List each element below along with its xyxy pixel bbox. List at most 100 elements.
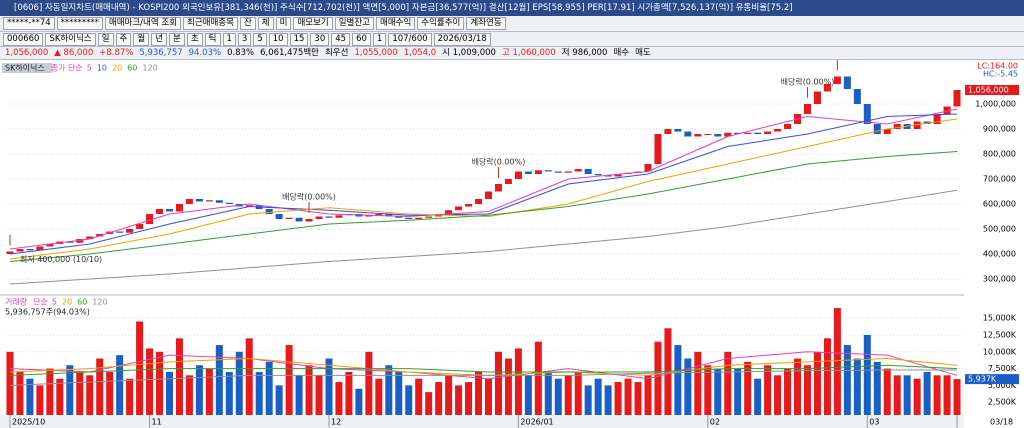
toolbar-item[interactable]: 매모보기 bbox=[293, 17, 333, 30]
candle bbox=[86, 236, 94, 239]
x-tick-label: 11 bbox=[152, 418, 162, 427]
candle bbox=[46, 244, 54, 247]
volume-bar bbox=[604, 385, 612, 415]
volume-bar bbox=[724, 351, 732, 415]
y-tick-label: 2,500K bbox=[988, 398, 1017, 407]
y-tick-label: 500,000 bbox=[983, 225, 1016, 234]
toolbar-item[interactable]: 30 bbox=[310, 32, 330, 46]
toolbar-item[interactable]: SK하이닉스 bbox=[45, 32, 96, 46]
toolbar-item[interactable]: 107/600 bbox=[388, 32, 432, 46]
toolbar-item[interactable]: 0.83% bbox=[227, 47, 255, 58]
toolbar-item[interactable]: 수익률추이 bbox=[417, 17, 465, 30]
toolbar-item[interactable]: 1,055,000 bbox=[354, 47, 398, 58]
volume-bar bbox=[56, 378, 64, 415]
toolbar-item[interactable]: 미 bbox=[275, 17, 292, 30]
candle bbox=[215, 200, 223, 203]
toolbar-item[interactable]: 체 bbox=[257, 17, 274, 30]
volume-bar bbox=[435, 382, 443, 415]
toolbar-item[interactable]: 94.03% bbox=[188, 47, 222, 58]
volume-bar bbox=[305, 365, 313, 415]
toolbar-item[interactable]: 6,061,475백만 bbox=[260, 47, 319, 58]
candle bbox=[823, 84, 831, 92]
volume-bar bbox=[943, 375, 951, 415]
toolbar-item[interactable]: 5,936,757 bbox=[139, 47, 183, 58]
toolbar-item[interactable]: 5 bbox=[253, 32, 267, 46]
volume-bar bbox=[873, 361, 881, 415]
volume-bar bbox=[36, 385, 44, 415]
volume-bar bbox=[714, 368, 722, 415]
legend-box bbox=[2, 63, 52, 73]
candle bbox=[584, 169, 592, 174]
toolbar-item[interactable]: 3 bbox=[237, 32, 252, 46]
candle bbox=[375, 214, 383, 216]
volume-bar bbox=[415, 378, 423, 415]
toolbar-item[interactable]: ▲ 86,000 bbox=[54, 47, 94, 58]
candle bbox=[704, 134, 712, 135]
toolbar-item[interactable]: ********* bbox=[56, 17, 103, 30]
volume-bar bbox=[16, 371, 24, 415]
volume-bar bbox=[76, 371, 84, 415]
toolbar-item[interactable]: +8.87% bbox=[99, 47, 134, 58]
candle bbox=[764, 131, 772, 134]
toolbar-item[interactable]: 최근매매종목 bbox=[183, 17, 238, 30]
toolbar-item[interactable]: 1,056,000 bbox=[5, 47, 49, 58]
volume-bar bbox=[255, 371, 263, 415]
candle bbox=[275, 214, 283, 219]
toolbar-item[interactable]: 매매마크/내역 조회 bbox=[104, 17, 182, 30]
candle bbox=[425, 216, 433, 218]
toolbar-item[interactable]: 15 bbox=[289, 32, 309, 46]
toolbar-item[interactable]: 매수 bbox=[613, 47, 630, 58]
toolbar-item[interactable]: 저 986,000 bbox=[561, 47, 608, 58]
volume-bar bbox=[933, 375, 941, 415]
toolbar-item[interactable]: 2026/03/18 bbox=[433, 32, 491, 46]
candle bbox=[76, 239, 84, 243]
toolbar-item[interactable]: 1 bbox=[372, 32, 387, 46]
toolbar-item[interactable]: 최우선 bbox=[324, 47, 349, 58]
toolbar-item[interactable]: 계좌연동 bbox=[466, 17, 506, 30]
volume-bar bbox=[146, 348, 154, 415]
toolbar-item[interactable]: 고 1,060,000 bbox=[501, 47, 556, 58]
toolbar-item[interactable]: *****-**74 bbox=[3, 17, 55, 30]
ma-line bbox=[9, 108, 958, 250]
candle bbox=[455, 206, 463, 211]
toolbar-item[interactable]: 1,054,0 bbox=[403, 47, 437, 58]
volume-bar bbox=[315, 375, 323, 415]
toolbar-item[interactable]: 주 bbox=[115, 32, 132, 46]
candle bbox=[514, 171, 522, 179]
candle bbox=[26, 249, 34, 251]
volume-bar bbox=[126, 378, 134, 415]
x-tick-label: 03/18 bbox=[990, 418, 1013, 427]
candle bbox=[96, 234, 104, 237]
candle bbox=[265, 209, 273, 214]
volume-bar bbox=[6, 351, 14, 415]
toolbar-item[interactable]: 월 bbox=[133, 32, 150, 46]
toolbar-item[interactable]: 일별잔고 bbox=[334, 17, 374, 30]
candle bbox=[524, 171, 532, 174]
toolbar-item[interactable]: 매도 bbox=[635, 47, 651, 58]
volume-bar bbox=[335, 382, 343, 415]
toolbar-item[interactable]: 1 bbox=[222, 32, 236, 46]
toolbar-item[interactable]: 10 bbox=[268, 32, 288, 46]
toolbar-item[interactable]: 년 bbox=[151, 32, 168, 46]
toolbar-item[interactable]: 60 bbox=[352, 32, 371, 46]
candle bbox=[365, 215, 373, 217]
volume-bar bbox=[654, 341, 662, 415]
toolbar-item[interactable]: 매매수익 bbox=[376, 17, 416, 30]
candle bbox=[335, 215, 343, 218]
volume-bar bbox=[205, 368, 213, 415]
toolbar-item[interactable]: 초 bbox=[186, 32, 203, 46]
volume-bar bbox=[833, 308, 841, 415]
toolbar-item[interactable]: 일 bbox=[97, 32, 114, 46]
toolbar-item[interactable]: 45 bbox=[331, 32, 351, 46]
volume-bar bbox=[634, 382, 642, 415]
toolbar-item[interactable]: 틱 bbox=[204, 32, 221, 46]
volume-bar bbox=[564, 375, 572, 415]
x-tick-label: 2025/10 bbox=[12, 418, 45, 427]
volume-bar bbox=[325, 358, 333, 415]
candle bbox=[863, 104, 871, 124]
toolbar-item[interactable]: 잔 bbox=[239, 17, 256, 30]
toolbar-item[interactable]: 분 bbox=[169, 32, 185, 46]
toolbar-item[interactable]: 000660 bbox=[3, 32, 44, 46]
candle bbox=[664, 129, 672, 134]
toolbar-item[interactable]: 시 1,009,000 bbox=[442, 47, 496, 58]
